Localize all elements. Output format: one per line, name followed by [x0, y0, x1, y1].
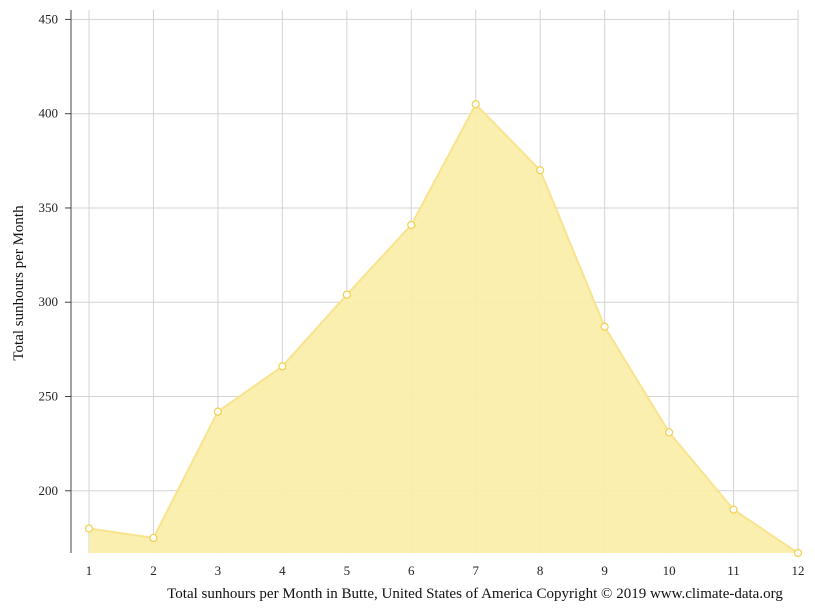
- data-point-1[interactable]: [84, 524, 94, 533]
- area-fill: [89, 104, 798, 554]
- data-point-3[interactable]: [213, 407, 223, 416]
- y-tick-label: 200: [39, 483, 59, 498]
- data-point-5[interactable]: [342, 290, 351, 299]
- x-tick-label: 11: [727, 563, 740, 578]
- x-tick-label: 12: [792, 563, 805, 578]
- y-tick-label: 450: [39, 11, 59, 26]
- x-tick-label: 4: [279, 563, 286, 578]
- x-tick-label: 2: [150, 563, 157, 578]
- data-markers: [84, 100, 803, 558]
- y-tick-label: 250: [39, 389, 59, 404]
- y-tick-label: 300: [39, 294, 59, 309]
- x-tick-label: 5: [344, 563, 351, 578]
- series-line: [88, 102, 799, 554]
- x-axis-title: Total sunhours per Month in Butte, Unite…: [167, 586, 783, 602]
- data-point-11[interactable]: [729, 505, 738, 514]
- data-point-7[interactable]: [471, 100, 480, 109]
- x-tick-label: 8: [537, 563, 544, 578]
- data-point-4[interactable]: [278, 362, 287, 371]
- data-point-8[interactable]: [536, 166, 545, 175]
- x-tick-label: 1: [86, 563, 93, 578]
- data-point-6[interactable]: [407, 220, 416, 230]
- x-tick-label: 9: [601, 563, 608, 578]
- y-tick-labels: 200 250 300 350 400 450: [39, 11, 59, 497]
- x-tick-label: 7: [472, 563, 479, 578]
- area-layer: [88, 102, 799, 554]
- data-point-2[interactable]: [149, 533, 158, 543]
- x-tick-label: 6: [408, 563, 415, 578]
- y-tick-label: 400: [39, 106, 59, 121]
- x-tick-label: 3: [215, 563, 222, 578]
- x-tick-label: 10: [663, 563, 676, 578]
- data-point-10[interactable]: [664, 428, 674, 437]
- data-point-12[interactable]: [793, 548, 803, 558]
- axes: [65, 10, 72, 553]
- y-axis-title: Total sunhours per Month: [11, 205, 27, 361]
- y-tick-label: 350: [39, 200, 59, 215]
- data-point-9[interactable]: [600, 322, 609, 331]
- x-tick-labels: 1 2 3 4 5 6 7 8 9 10 11 12: [86, 563, 805, 578]
